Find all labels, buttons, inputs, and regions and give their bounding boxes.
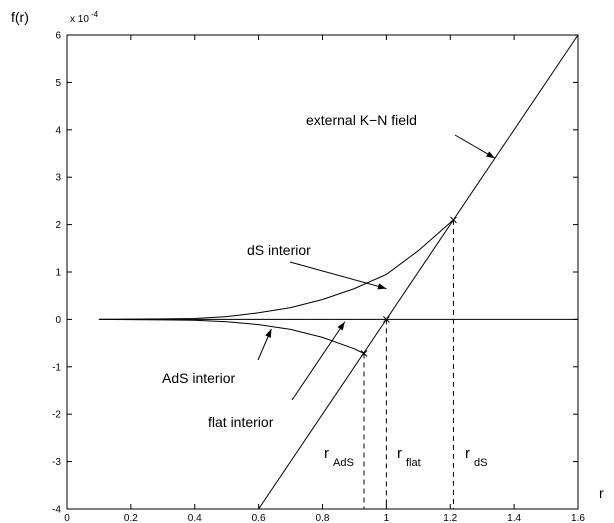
series-external [258,34,579,510]
y-scale-label: x 10 [70,14,89,25]
r-label-sub-AdS: AdS [333,457,354,469]
annotation-AdS: AdS interior [162,370,235,386]
arrow-flat [291,321,346,401]
x-tick-label: 0.4 [188,513,202,523]
series-AdS [98,318,365,354]
x-tick-label: 0.6 [252,513,266,523]
r-label-flat: r [397,445,402,462]
x-axis-title: r [599,485,604,501]
y-tick-label: 1 [55,268,61,279]
y-tick-label: -3 [52,457,61,468]
y-tick-label: -2 [52,410,61,421]
annotation-dS: dS interior [247,242,311,258]
marker-r_AdS-b [360,350,368,357]
arrow-dS [289,261,387,290]
series-dS [98,219,454,320]
x-tick-label: 0.8 [316,513,330,523]
y-axis-title: f(r) [11,9,29,25]
x-tick-label: 1.2 [443,513,457,523]
y-tick-label: 0 [55,315,61,326]
axes-layer [66,34,579,510]
marker-r_flat-b [383,316,390,323]
annotation-external: external K−N field [306,112,417,128]
annotation-flat: flat interior [208,414,274,430]
arrowhead-AdS [265,328,272,338]
r-label-AdS: r [324,445,329,462]
y-tick-label: 2 [55,220,61,231]
series-layer [98,34,579,510]
y-tick-label: 5 [55,78,61,89]
r-label-dS: r [465,445,470,462]
y-tick-label: 3 [55,173,61,184]
x-tick-label: 1.4 [507,513,521,523]
arrowhead-external [486,151,495,159]
plot-frame [66,34,579,510]
x-tick-label: 1 [384,513,390,523]
text-layer: 0 0.2 0.4 0.6 0.8 1 1.2 1.4 1.6 -4 -3 -2 -1 0 1 2 3 4 5 6 f(… [11,9,604,523]
arrowhead-flat [337,321,345,331]
y-tick-label: -4 [52,505,61,516]
marker-layer [257,134,496,509]
x-tick-label: 0 [64,513,70,523]
marker-r_dS-b [450,216,457,224]
r-label-sub-flat: flat [406,457,421,469]
y-tick-label: 6 [55,31,61,42]
r-label-sub-dS: dS [474,457,487,469]
x-tick-label: 1.6 [571,513,585,523]
y-tick-label: 4 [55,125,61,136]
y-scale-exponent: -4 [91,10,99,19]
x-tick-label: 0.2 [124,513,138,523]
arrowhead-dS [377,283,387,290]
y-tick-label: -1 [52,362,61,373]
